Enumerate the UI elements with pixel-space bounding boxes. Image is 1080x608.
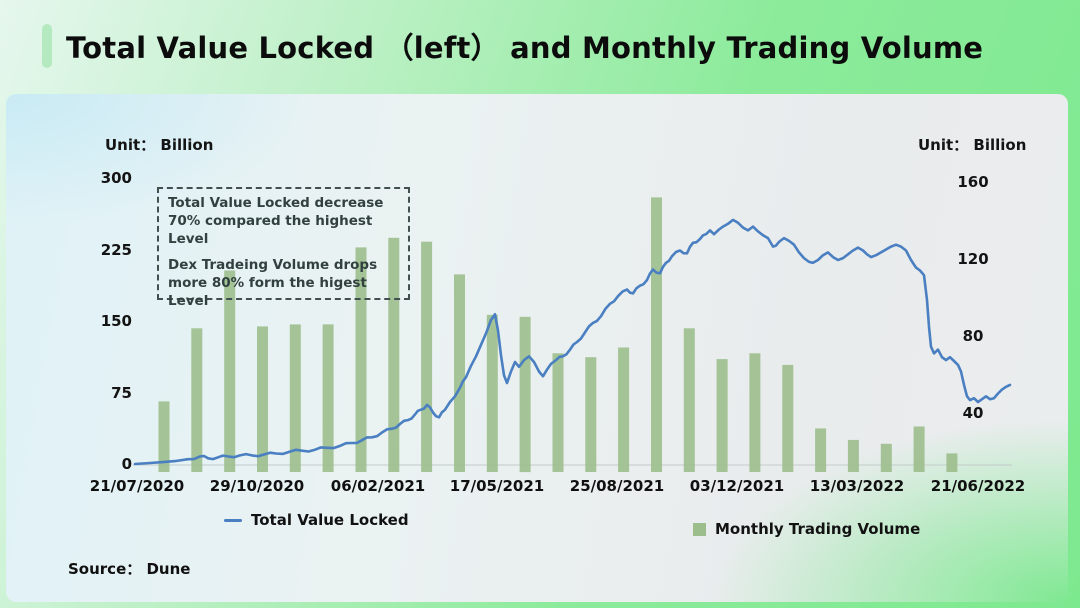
line-swatch-icon bbox=[224, 518, 242, 522]
annotation-paragraph-1: Total Value Locked decrease 70% compared… bbox=[168, 195, 384, 247]
axis-tick: 03/12/2021 bbox=[689, 477, 785, 495]
axis-tick: 225 bbox=[100, 240, 132, 259]
axis-tick: 17/05/2021 bbox=[449, 477, 545, 495]
bar-swatch-icon bbox=[693, 522, 706, 536]
axis-tick: 160 bbox=[957, 173, 989, 191]
axis-tick: 21/07/2020 bbox=[89, 477, 185, 495]
legend-monthly-trading-volume: Monthly Trading Volume bbox=[693, 520, 920, 538]
axis-tick: 13/03/2022 bbox=[809, 477, 905, 495]
left-axis-unit-label: Unit： Billion bbox=[105, 136, 214, 154]
axis-tick: 40 bbox=[962, 404, 984, 422]
axis-tick: 06/02/2021 bbox=[330, 477, 426, 495]
axis-tick: 300 bbox=[100, 169, 132, 187]
title-accent-bar bbox=[42, 24, 52, 68]
axis-tick: 80 bbox=[962, 327, 984, 345]
axis-tick: 21/06/2022 bbox=[930, 477, 1026, 495]
axis-tick: 29/10/2020 bbox=[209, 477, 305, 495]
axis-tick: 120 bbox=[957, 250, 989, 268]
axis-tick: 75 bbox=[111, 383, 132, 402]
title-row: Total Value Locked （left） and Monthly Tr… bbox=[42, 24, 983, 68]
legend-total-value-locked: Total Value Locked bbox=[224, 511, 409, 529]
source-label: Source： Dune bbox=[68, 560, 191, 578]
legend-line-label: Total Value Locked bbox=[251, 511, 409, 529]
legend-bar-label: Monthly Trading Volume bbox=[715, 520, 921, 538]
annotation-paragraph-2: Dex Tradeing Volume drops more 80% form … bbox=[168, 257, 378, 310]
page-title: Total Value Locked （left） and Monthly Tr… bbox=[66, 31, 984, 65]
axis-tick: 25/08/2021 bbox=[569, 477, 665, 495]
annotation-box: Total Value Locked decrease 70% compared… bbox=[157, 187, 410, 309]
axis-tick: 0 bbox=[121, 455, 132, 473]
right-axis-unit-label: Unit： Billion bbox=[918, 136, 1027, 154]
axis-tick: 150 bbox=[100, 312, 132, 330]
